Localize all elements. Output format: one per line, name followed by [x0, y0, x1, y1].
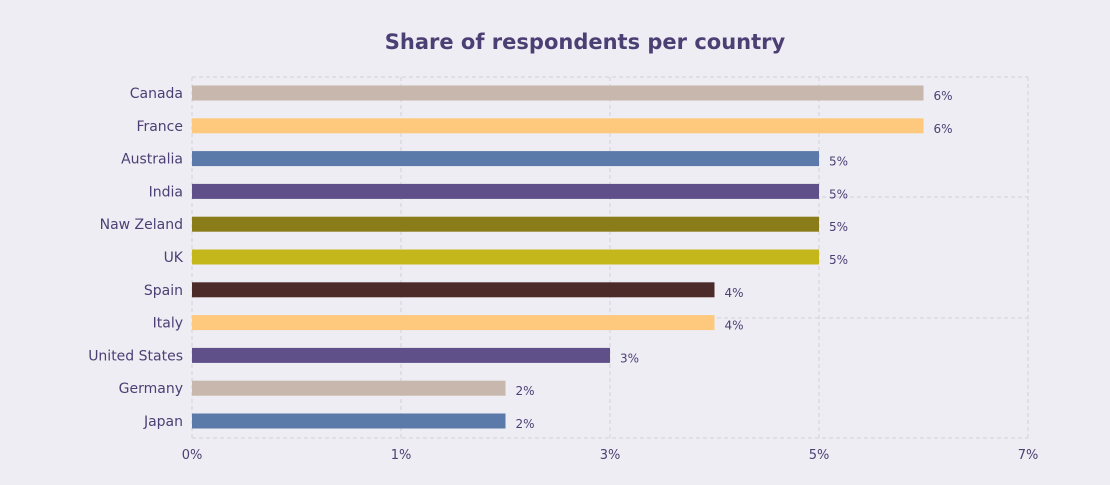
bar	[192, 249, 819, 265]
value-label: 6%	[934, 89, 953, 103]
category-label: India	[149, 184, 183, 200]
x-tick-label: 3%	[600, 448, 621, 463]
x-tick-label: 0%	[182, 448, 203, 463]
chart-title: Share of respondents per country	[384, 30, 786, 54]
bar	[192, 282, 715, 298]
category-label: Italy	[153, 316, 183, 332]
value-label: 5%	[829, 155, 848, 169]
x-tick-label: 1%	[391, 448, 412, 463]
category-label: UK	[164, 250, 184, 266]
value-label: 4%	[725, 319, 744, 333]
value-label: 5%	[829, 187, 848, 201]
category-label: Spain	[144, 283, 183, 299]
bar	[192, 380, 506, 396]
category-label: France	[136, 119, 183, 135]
bar	[192, 151, 819, 167]
bar	[192, 315, 715, 331]
category-label: Australia	[121, 152, 183, 168]
value-label: 2%	[516, 384, 535, 398]
x-tick-label: 5%	[809, 448, 830, 463]
value-label: 2%	[516, 417, 535, 431]
value-label: 5%	[829, 220, 848, 234]
bar	[192, 413, 506, 429]
value-label: 3%	[620, 351, 639, 365]
value-label: 5%	[829, 253, 848, 267]
bar	[192, 183, 819, 199]
category-label: Japan	[143, 414, 183, 430]
category-label: Canada	[130, 86, 183, 102]
bar	[192, 118, 924, 134]
value-label: 4%	[725, 286, 744, 300]
value-label: 6%	[934, 122, 953, 136]
category-label: Naw Zeland	[100, 217, 183, 233]
category-label: United States	[88, 348, 183, 364]
bar	[192, 85, 924, 101]
bar	[192, 347, 610, 363]
category-label: Germany	[119, 381, 183, 397]
bar	[192, 216, 819, 232]
x-tick-label: 7%	[1018, 448, 1039, 463]
